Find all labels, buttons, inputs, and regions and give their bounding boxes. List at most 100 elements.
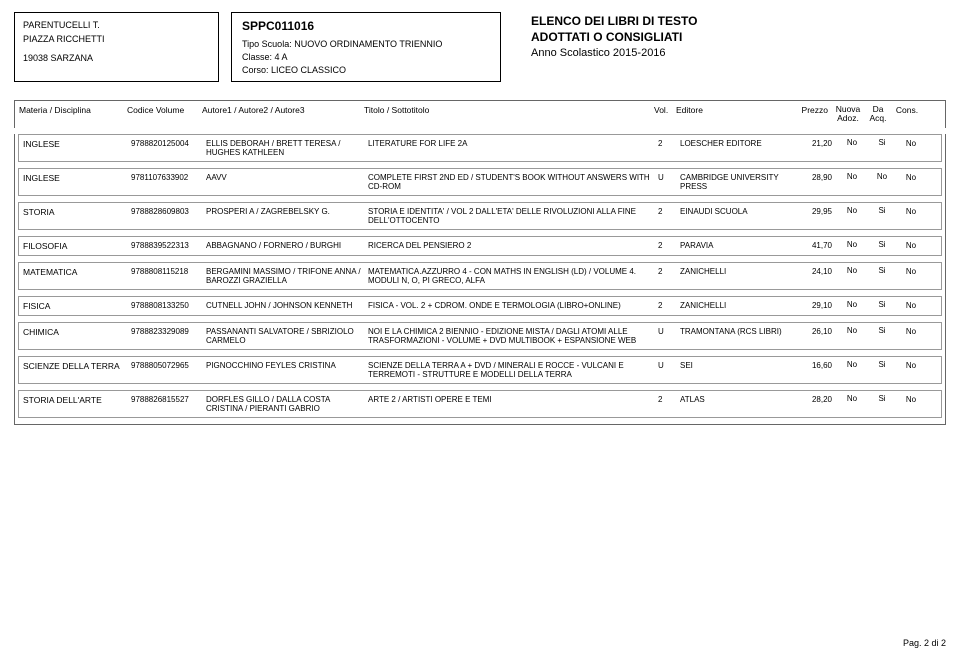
cell-autore: DORFLES GILLO / DALLA COSTA CRISTINA / P…	[206, 395, 368, 413]
header: PARENTUCELLI T. PIAZZA RICCHETTI 19038 S…	[14, 12, 946, 82]
school-box: PARENTUCELLI T. PIAZZA RICCHETTI 19038 S…	[14, 12, 219, 82]
cell-materia: STORIA DELL'ARTE	[19, 395, 131, 405]
corso-line: Corso: LICEO CLASSICO	[242, 65, 490, 75]
school-code: SPPC011016	[242, 19, 490, 33]
cell-vol: U	[658, 173, 680, 182]
title-line1: ELENCO DEI LIBRI DI TESTO	[531, 14, 697, 30]
cell-cons: No	[896, 327, 926, 336]
cell-da: Si	[868, 301, 896, 310]
cell-cons: No	[896, 207, 926, 216]
classe-line: Classe: 4 A	[242, 52, 490, 62]
cell-titolo: NOI E LA CHIMICA 2 BIENNIO - EDIZIONE MI…	[368, 327, 658, 345]
table-row: STORIA DELL'ARTE9788826815527DORFLES GIL…	[18, 390, 942, 418]
cell-cons: No	[896, 139, 926, 148]
tipo-value: NUOVO ORDINAMENTO TRIENNIO	[294, 39, 442, 49]
cell-nuova: No	[836, 327, 868, 336]
cell-editore: CAMBRIDGE UNIVERSITY PRESS	[680, 173, 800, 191]
cell-titolo: RICERCA DEL PENSIERO 2	[368, 241, 658, 250]
cell-vol: 2	[658, 267, 680, 276]
cell-da: Si	[868, 267, 896, 276]
cell-editore: SEI	[680, 361, 800, 370]
tipo-label: Tipo Scuola:	[242, 39, 292, 49]
cell-prezzo: 29,10	[800, 301, 836, 310]
table-row: FISICA9788808133250CUTNELL JOHN / JOHNSO…	[18, 296, 942, 316]
cell-prezzo: 26,10	[800, 327, 836, 336]
cell-titolo: COMPLETE FIRST 2ND ED / STUDENT'S BOOK W…	[368, 173, 658, 191]
col-da: Da Acq.	[864, 105, 892, 124]
cell-codice: 9788828609803	[131, 207, 206, 216]
table-row: INGLESE9781107633902AAVVCOMPLETE FIRST 2…	[18, 168, 942, 196]
cell-nuova: No	[836, 301, 868, 310]
col-materia: Materia / Disciplina	[15, 105, 127, 124]
cell-autore: AAVV	[206, 173, 368, 182]
cell-materia: INGLESE	[19, 139, 131, 149]
col-titolo: Titolo / Sottotitolo	[364, 105, 654, 124]
cell-cons: No	[896, 173, 926, 182]
col-codice: Codice Volume	[127, 105, 202, 124]
classe-value: 4 A	[275, 52, 288, 62]
cell-nuova: No	[836, 361, 868, 370]
cell-da: No	[868, 173, 896, 182]
cell-prezzo: 28,20	[800, 395, 836, 404]
cell-cons: No	[896, 301, 926, 310]
cell-materia: MATEMATICA	[19, 267, 131, 277]
cell-nuova: No	[836, 241, 868, 250]
classe-label: Classe:	[242, 52, 272, 62]
cell-da: Si	[868, 207, 896, 216]
col-autore: Autore1 / Autore2 / Autore3	[202, 105, 364, 124]
cell-materia: FILOSOFIA	[19, 241, 131, 251]
col-da2: Acq.	[869, 113, 886, 123]
cell-cons: No	[896, 395, 926, 404]
cell-editore: TRAMONTANA (RCS LIBRI)	[680, 327, 800, 336]
col-editore: Editore	[676, 105, 796, 124]
cell-autore: CUTNELL JOHN / JOHNSON KENNETH	[206, 301, 368, 310]
corso-label: Corso:	[242, 65, 269, 75]
cell-titolo: LITERATURE FOR LIFE 2A	[368, 139, 658, 148]
cell-nuova: No	[836, 139, 868, 148]
title-line2: ADOTTATI O CONSIGLIATI	[531, 30, 697, 46]
cell-cons: No	[896, 267, 926, 276]
cell-vol: 2	[658, 207, 680, 216]
cell-codice: 9788823329089	[131, 327, 206, 336]
cell-vol: 2	[658, 395, 680, 404]
cell-codice: 9788826815527	[131, 395, 206, 404]
cell-materia: STORIA	[19, 207, 131, 217]
cell-codice: 9788839522313	[131, 241, 206, 250]
cell-codice: 9781107633902	[131, 173, 206, 182]
table-row: FILOSOFIA9788839522313ABBAGNANO / FORNER…	[18, 236, 942, 256]
cell-titolo: SCIENZE DELLA TERRA A + DVD / MINERALI E…	[368, 361, 658, 379]
col-nuova: Nuova Adoz.	[832, 105, 864, 124]
cell-cons: No	[896, 361, 926, 370]
corso-value: LICEO CLASSICO	[271, 65, 346, 75]
cell-editore: ATLAS	[680, 395, 800, 404]
cell-codice: 9788808115218	[131, 267, 206, 276]
cell-nuova: No	[836, 207, 868, 216]
table-row: STORIA9788828609803PROSPERI A / ZAGREBEL…	[18, 202, 942, 230]
col-vol: Vol.	[654, 105, 676, 124]
col-cons: Cons.	[892, 105, 922, 124]
cell-materia: FISICA	[19, 301, 131, 311]
cell-autore: BERGAMINI MASSIMO / TRIFONE ANNA / BAROZ…	[206, 267, 368, 285]
cell-cons: No	[896, 241, 926, 250]
col-prezzo: Prezzo	[796, 105, 832, 124]
tipo-line: Tipo Scuola: NUOVO ORDINAMENTO TRIENNIO	[242, 39, 490, 49]
cell-editore: PARAVIA	[680, 241, 800, 250]
cell-prezzo: 21,20	[800, 139, 836, 148]
cell-nuova: No	[836, 267, 868, 276]
cell-prezzo: 16,60	[800, 361, 836, 370]
cell-nuova: No	[836, 395, 868, 404]
cell-da: Si	[868, 361, 896, 370]
cell-editore: ZANICHELLI	[680, 301, 800, 310]
cell-titolo: FISICA - VOL. 2 + CDROM. ONDE E TERMOLOG…	[368, 301, 658, 310]
cell-editore: LOESCHER EDITORE	[680, 139, 800, 148]
cell-materia: SCIENZE DELLA TERRA	[19, 361, 131, 371]
cell-autore: PROSPERI A / ZAGREBELSKY G.	[206, 207, 368, 216]
cell-vol: 2	[658, 241, 680, 250]
cell-da: Si	[868, 241, 896, 250]
table-row: CHIMICA9788823329089PASSANANTI SALVATORE…	[18, 322, 942, 350]
cell-autore: PIGNOCCHINO FEYLES CRISTINA	[206, 361, 368, 370]
page-footer: Pag. 2 di 2	[903, 638, 946, 648]
table-row: SCIENZE DELLA TERRA9788805072965PIGNOCCH…	[18, 356, 942, 384]
cell-autore: ABBAGNANO / FORNERO / BURGHI	[206, 241, 368, 250]
cell-codice: 9788805072965	[131, 361, 206, 370]
